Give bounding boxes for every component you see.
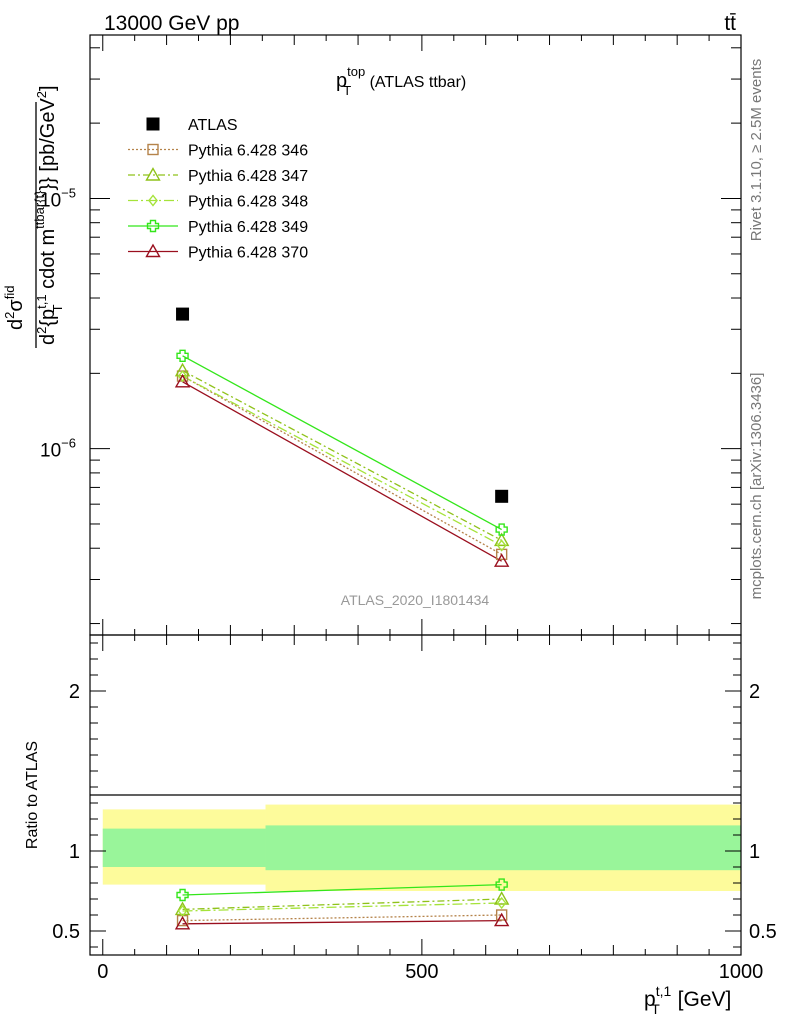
ratio-point-pythia-6-428-370 <box>493 912 510 927</box>
ratio-point-pythia-6-428-370 <box>174 915 191 930</box>
main-point-pythia-6-428-348 <box>177 369 188 383</box>
analysis-id: ATLAS_2020_I1801434 <box>341 592 490 608</box>
main-point-pythia-6-428-349 <box>176 349 189 363</box>
main-point-pythia-6-428-370 <box>174 373 191 388</box>
ratio-point-pythia-6-428-348 <box>496 896 507 910</box>
main-line-pythia-6-428-349 <box>182 355 502 531</box>
main-y-tick-labels: 10−6 10−5 <box>40 185 76 461</box>
main-series-markers <box>174 307 510 567</box>
ratio-point-pythia-6-428-349 <box>495 878 508 891</box>
legend-marker <box>146 219 160 233</box>
ratio-point-pythia-6-428-347 <box>493 891 510 905</box>
ratio-band-green <box>265 825 741 871</box>
x-tick-label: 1000 <box>719 961 764 983</box>
x-axis-label: pt,1 T [GeV] <box>644 983 731 1017</box>
ratio-line-pythia-6-428-348 <box>182 902 502 912</box>
main-point-pythia-6-428-346 <box>495 548 508 561</box>
ratio-series-markers <box>174 878 510 930</box>
legend-label: Pythia 6.428 346 <box>188 143 308 160</box>
ratio-y-tick-label-right: 1 <box>749 841 760 863</box>
legend-item-pythia-6-428-348: Pythia 6.428 348 <box>128 194 308 211</box>
main-series-lines <box>182 355 502 562</box>
mcplots-label: mcplots.cern.ch [arXiv:1306.3436] <box>748 373 765 600</box>
ratio-y-tick-label-right: 0.5 <box>749 921 777 943</box>
legend-item-pythia-6-428-370: Pythia 6.428 370 <box>128 243 308 262</box>
ratio-line-pythia-6-428-349 <box>182 883 502 896</box>
main-point-pythia-6-428-349 <box>495 523 508 536</box>
x-tick-label: 0 <box>97 961 108 983</box>
ratio-tick-labels: 0.5 0.5 1 1 2 2 0 500 1000 <box>52 681 777 983</box>
main-line-pythia-6-428-347 <box>182 370 502 541</box>
main-y-tick-label: 10−5 <box>40 185 76 211</box>
x-tick-label: 500 <box>405 961 438 983</box>
ratio-panel: 0.5 0.5 1 1 2 2 0 500 1000 Ratio to ATLAS pt,1 T … <box>24 634 777 1017</box>
ratio-y-tick-label-left: 0.5 <box>52 921 80 943</box>
main-panel: 10−6 10−5 ptop T (ATLAS ttbar) ATLAS Pythia… <box>2 34 742 636</box>
main-axis-ticks <box>90 35 742 635</box>
main-y-axis-label-denominator: d2{pt,1T cdot mttbar{t}}} [pb/GeV2] <box>32 85 65 345</box>
beam-label: 13000 GeV pp <box>104 12 239 35</box>
plot-title: ptop T (ATLAS ttbar) <box>336 64 466 98</box>
legend-item-pythia-6-428-346: Pythia 6.428 346 <box>128 143 308 160</box>
ratio-axis-ticks <box>90 635 742 955</box>
ratio-y-tick-label-right: 2 <box>749 681 760 703</box>
ratio-band-green <box>102 828 266 867</box>
legend-label: Pythia 6.428 347 <box>188 168 308 185</box>
ratio-frame <box>89 634 742 956</box>
main-point-atlas <box>176 307 190 321</box>
legend-label: ATLAS <box>188 117 238 134</box>
main-point-pythia-6-428-370 <box>493 553 510 567</box>
legend-marker <box>147 143 159 156</box>
ratio-line-pythia-6-428-347 <box>182 898 502 911</box>
ratio-y-tick-label-left: 2 <box>69 681 80 703</box>
legend-marker <box>148 194 158 207</box>
main-point-atlas <box>495 489 509 503</box>
legend-label: Pythia 6.428 370 <box>188 245 308 262</box>
main-point-pythia-6-428-347 <box>493 532 510 547</box>
legend-label: Pythia 6.428 348 <box>188 194 308 211</box>
main-line-pythia-6-428-370 <box>182 381 502 562</box>
legend-item-pythia-6-428-347: Pythia 6.428 347 <box>128 167 308 185</box>
ratio-series-lines <box>182 883 502 925</box>
ratio-point-pythia-6-428-346 <box>495 909 508 921</box>
main-line-pythia-6-428-348 <box>182 375 502 547</box>
legend-marker <box>145 167 161 181</box>
ratio-point-pythia-6-428-349 <box>176 888 189 902</box>
legend-label: Pythia 6.428 349 <box>188 219 308 236</box>
main-point-pythia-6-428-348 <box>496 539 507 552</box>
ratio-y-axis-label: Ratio to ATLAS <box>24 741 41 849</box>
main-y-axis-label: d2σfid <box>2 286 27 330</box>
ratio-y-tick-label-left: 1 <box>69 841 80 863</box>
svg-text:d2σfid: d2σfid <box>2 286 27 330</box>
legend: ATLAS Pythia 6.428 346 Pythia 6.428 347 Pyt… <box>128 117 308 262</box>
ratio-line-pythia-6-428-370 <box>182 919 502 925</box>
legend-marker <box>145 243 161 258</box>
main-y-tick-label: 10−6 <box>40 436 76 462</box>
ratio-point-pythia-6-428-347 <box>174 901 191 916</box>
main-line-pythia-6-428-346 <box>182 375 502 555</box>
rivet-label: Rivet 3.1.10, ≥ 2.5M events <box>748 59 765 242</box>
svg-text:d2{pt,1T cdot mttbar{t}}} [pb/: d2{pt,1T cdot mttbar{t}}} [pb/GeV2] <box>32 85 65 345</box>
legend-item-pythia-6-428-349: Pythia 6.428 349 <box>128 219 308 236</box>
ratio-line-pythia-6-428-346 <box>182 914 502 922</box>
process-label: tt̄ <box>724 12 736 35</box>
ratio-uncertainty-bands <box>102 804 741 891</box>
legend-item-atlas: ATLAS <box>146 117 238 134</box>
legend-marker <box>146 117 160 131</box>
